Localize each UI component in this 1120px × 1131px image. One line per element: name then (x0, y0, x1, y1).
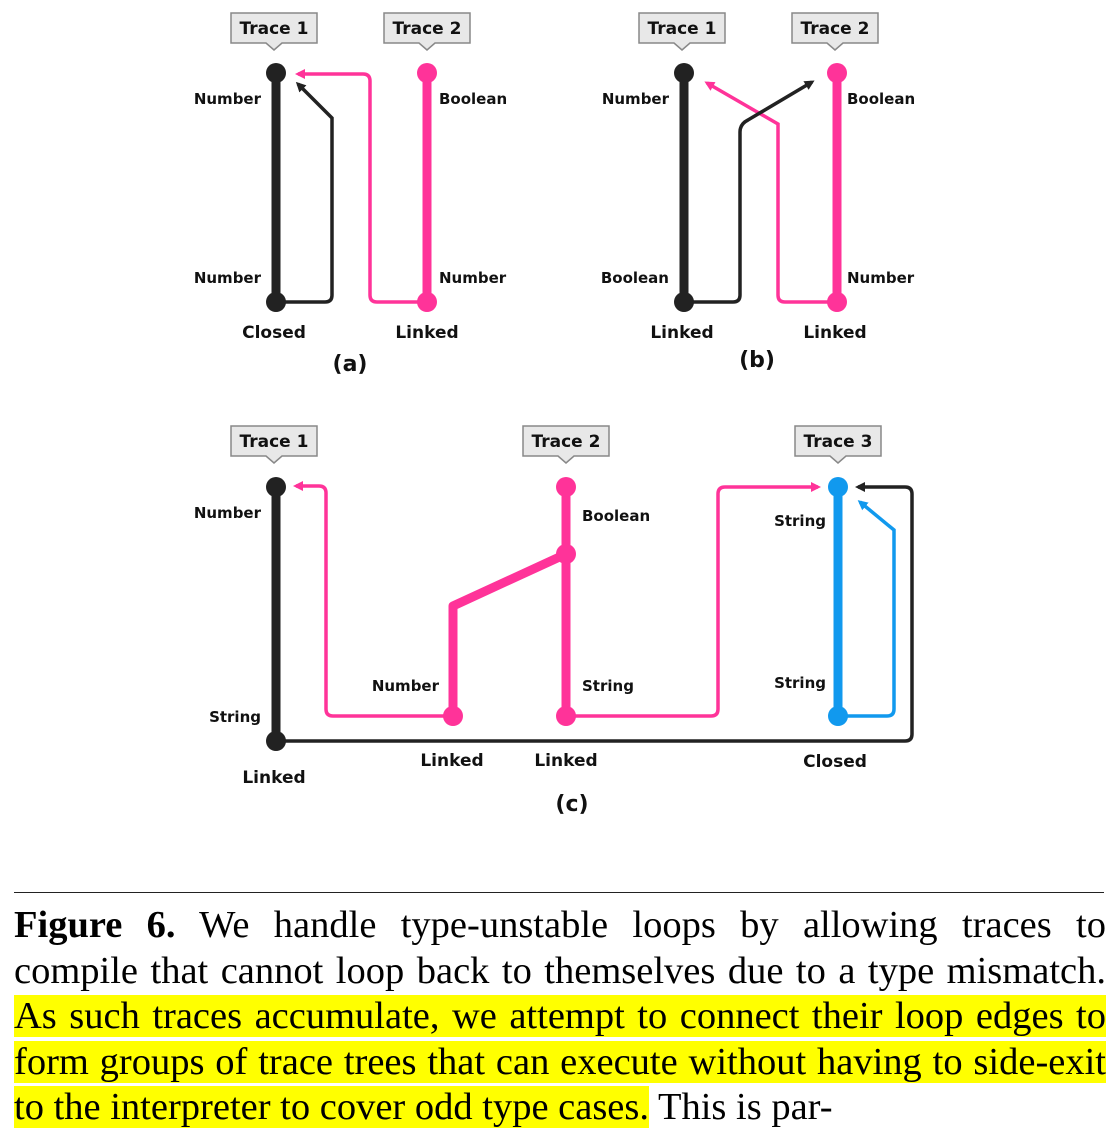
status-label: Closed (803, 752, 867, 772)
trace-tag-b2: Trace 2 (791, 12, 879, 51)
trace-node (828, 477, 848, 497)
trace-tag-c3: Trace 3 (794, 425, 882, 464)
trace-tag-a1: Trace 1 (230, 12, 318, 51)
loop-edge-arrow (282, 81, 334, 304)
type-label: Number (194, 90, 262, 108)
trace-tag-a2: Trace 2 (383, 12, 471, 51)
trace-node (827, 292, 847, 312)
trace-node (417, 292, 437, 312)
type-label: Number (847, 269, 915, 287)
trace-node (266, 63, 286, 83)
status-label: Linked (420, 751, 483, 771)
type-label: Number (439, 269, 507, 287)
type-label: Number (194, 269, 262, 287)
trace-node (443, 706, 463, 726)
caption-divider (14, 892, 1104, 893)
status-label: Linked (803, 323, 866, 343)
caption-label: Figure 6. (14, 904, 176, 946)
trace-node (556, 706, 576, 726)
type-label: Boolean (847, 90, 915, 108)
link-edge-arrow (704, 81, 831, 304)
status-label: Linked (242, 768, 305, 788)
type-label: Boolean (601, 269, 669, 287)
type-label: String (774, 512, 826, 530)
trace-node (827, 63, 847, 83)
trace-tag-label: Trace 3 (804, 432, 873, 452)
type-label: Number (372, 677, 440, 695)
trace-tag-label: Trace 2 (532, 432, 601, 452)
status-label: Closed (242, 323, 306, 343)
caption-text: This is par- (649, 1086, 833, 1128)
loop-edge-arrow (844, 500, 896, 718)
trace-node (828, 706, 848, 726)
trace-node (556, 477, 576, 497)
trace-tag-b1: Trace 1 (638, 12, 726, 51)
figure-6-diagram: Trace 1 Trace 2 Number Number Boolean Nu… (194, 12, 915, 817)
trace-node (674, 63, 694, 83)
trace-tag-label: Trace 1 (240, 432, 309, 452)
trace-node (556, 544, 576, 564)
link-edge-arrow (281, 482, 914, 743)
panel-b: Trace 1 Trace 2 Number Boolean Boolean N… (601, 12, 915, 373)
caption-text: We handle type-unstable loops by allowin… (14, 904, 1106, 992)
trace-tag-label: Trace 2 (393, 19, 462, 39)
type-label: String (209, 708, 261, 726)
trace-branch-pink (448, 549, 568, 716)
panel-a: Trace 1 Trace 2 Number Number Boolean Nu… (194, 12, 507, 377)
link-edge-arrow (690, 80, 815, 304)
type-label: Number (602, 90, 670, 108)
subfigure-label: (b) (739, 348, 775, 373)
figure-caption: Figure 6. We handle type-unstable loops … (14, 903, 1106, 1131)
trace-tag-c2: Trace 2 (522, 425, 610, 464)
trace-node (266, 292, 286, 312)
trace-tag-label: Trace 1 (648, 19, 717, 39)
link-edge-arrow (572, 482, 821, 718)
status-label: Linked (534, 751, 597, 771)
type-label: Boolean (582, 507, 650, 525)
trace-node (266, 477, 286, 497)
panel-c: Trace 1 Trace 2 Trace 3 Number String (194, 425, 914, 817)
type-label: String (582, 677, 634, 695)
trace-tag-c1: Trace 1 (230, 425, 318, 464)
trace-node (417, 63, 437, 83)
type-label: Number (194, 504, 262, 522)
link-edge-arrow (293, 481, 446, 718)
type-label: String (774, 674, 826, 692)
type-label: Boolean (439, 90, 507, 108)
trace-tag-label: Trace 2 (801, 19, 870, 39)
trace-node (674, 292, 694, 312)
trace-node (266, 731, 286, 751)
link-edge-arrow (295, 69, 421, 304)
subfigure-label: (a) (333, 352, 368, 377)
trace-tag-label: Trace 1 (240, 19, 309, 39)
caption-highlight: As such traces accumulate, we attempt to… (14, 995, 1106, 1128)
subfigure-label: (c) (555, 792, 588, 817)
status-label: Linked (395, 323, 458, 343)
status-label: Linked (650, 323, 713, 343)
